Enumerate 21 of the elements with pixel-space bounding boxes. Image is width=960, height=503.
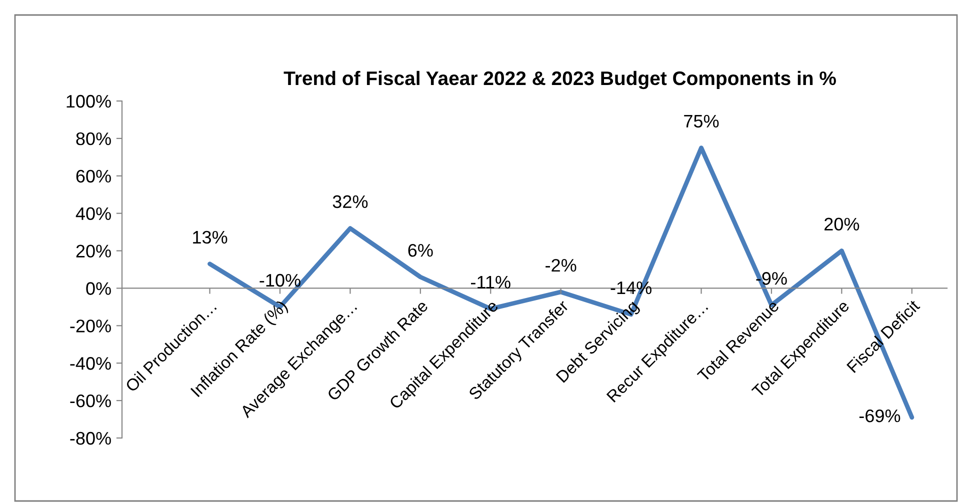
y-tick-label: 0% — [86, 282, 111, 295]
data-label: -10% — [260, 274, 300, 287]
data-label: 6% — [408, 244, 433, 257]
y-tick-label: 100% — [66, 94, 111, 108]
data-label: -11% — [471, 276, 510, 289]
y-tick-label: -80% — [70, 432, 111, 445]
data-label: -14% — [610, 281, 652, 294]
data-label: 32% — [332, 195, 368, 208]
y-tick-label: 80% — [76, 132, 111, 146]
data-label: 13% — [193, 230, 228, 244]
y-tick-label: 20% — [76, 244, 111, 258]
y-tick-label: -20% — [70, 320, 111, 332]
data-label: 20% — [824, 218, 860, 231]
data-label: 75% — [684, 114, 719, 128]
y-tick-label: 60% — [76, 170, 111, 183]
y-tick-label: -60% — [70, 394, 111, 408]
data-label: -2% — [546, 258, 576, 272]
y-tick-label: 40% — [76, 207, 111, 220]
data-label: -69% — [859, 409, 900, 422]
y-tick-label: -40% — [70, 357, 111, 370]
chart-title: Trend of Fiscal Yaear 2022 & 2023 Budget Components in % — [284, 70, 836, 90]
